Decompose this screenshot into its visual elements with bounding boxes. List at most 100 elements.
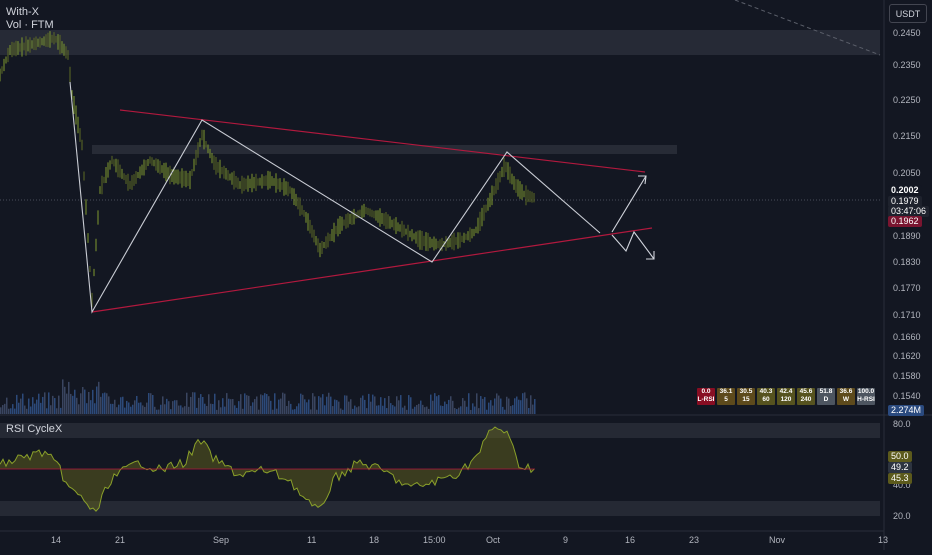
- volume-bar: [406, 409, 408, 414]
- volume-bar: [90, 400, 92, 414]
- rsi-mid-tag: 49.2: [888, 462, 912, 473]
- rsi-cell-value: 100.0: [857, 388, 875, 395]
- volume-bar: [472, 403, 474, 414]
- volume-bar: [32, 397, 34, 414]
- volume-bar: [370, 401, 372, 414]
- volume-bar: [302, 394, 304, 414]
- volume-bar: [402, 407, 404, 414]
- volume-bar: [154, 406, 156, 414]
- volume-bar: [128, 402, 130, 414]
- volume-bar: [254, 399, 256, 414]
- volume-bar: [510, 406, 512, 414]
- volume-bar: [198, 397, 200, 414]
- volume-bar: [466, 406, 468, 414]
- volume-bar: [2, 405, 4, 414]
- volume-bar: [362, 395, 364, 414]
- projection-up-path: [611, 175, 647, 233]
- volume-bar: [298, 403, 300, 414]
- volume-bar: [210, 403, 212, 414]
- rsi-tick: 40.0: [893, 480, 911, 490]
- volume-bar: [256, 396, 258, 414]
- volume-bar: [242, 408, 244, 414]
- volume-bar: [150, 393, 152, 414]
- volume-bar: [504, 409, 506, 414]
- volume-bar: [76, 397, 78, 414]
- volume-bar: [10, 408, 12, 414]
- volume-bar: [46, 408, 48, 414]
- volume-bar: [12, 404, 14, 414]
- volume-bar: [484, 397, 486, 414]
- volume-bar: [358, 406, 360, 414]
- volume-bar: [474, 406, 476, 414]
- volume-bar: [212, 404, 214, 414]
- volume-bar: [348, 401, 350, 414]
- volume-bar: [270, 400, 272, 414]
- volume-bar: [398, 400, 400, 414]
- rsi-cell-label: 5: [724, 396, 728, 403]
- volume-bar: [44, 392, 46, 414]
- price-tick: 0.1660: [893, 332, 921, 342]
- volume-bar: [490, 400, 492, 414]
- time-label: 23: [689, 535, 700, 545]
- rsi-cell-value: 51.8: [819, 388, 833, 395]
- volume-bar: [284, 393, 286, 414]
- volume-bar: [240, 394, 242, 414]
- volume-bar: [422, 404, 424, 414]
- volume-bar: [248, 395, 250, 414]
- currency-button[interactable]: USDT: [889, 4, 927, 23]
- rsi-table-cell: 100.0 H-RSI: [857, 388, 875, 405]
- low-line-tag: 0.1962: [888, 216, 922, 227]
- volume-bar: [290, 403, 292, 414]
- volume-bar: [416, 404, 418, 414]
- volume-bar: [392, 405, 394, 414]
- volume-bar: [42, 396, 44, 414]
- price-tick: 0.1830: [893, 257, 921, 267]
- volume-bar: [4, 403, 6, 414]
- volume-bar: [216, 409, 218, 414]
- volume-bar: [188, 406, 190, 414]
- rsi-table-cell: 45.6 240: [797, 388, 815, 405]
- volume-bar: [152, 395, 154, 414]
- volume-bar: [372, 394, 374, 414]
- rsi-table-cell: 36.6 W: [837, 388, 855, 405]
- resistance-zone-top: [0, 30, 880, 55]
- volume-bar: [482, 398, 484, 414]
- volume-bar: [430, 394, 432, 414]
- volume-bar: [68, 381, 70, 414]
- volume-bar: [192, 392, 194, 414]
- volume-bar: [518, 399, 520, 414]
- volume-bar: [468, 393, 470, 414]
- volume-bar: [514, 398, 516, 414]
- rsi-table-cell: 40.3 60: [757, 388, 775, 405]
- volume-bar: [78, 404, 80, 414]
- volume-bar: [488, 402, 490, 414]
- volume-bar: [274, 393, 276, 414]
- rsi-table-cell: 42.4 120: [777, 388, 795, 405]
- rsi-lower-band: [0, 501, 880, 516]
- volume-bar: [194, 392, 196, 414]
- volume-bar: [306, 402, 308, 414]
- price-tick: 0.1890: [893, 231, 921, 241]
- volume-bar: [156, 409, 158, 414]
- volume-bar: [324, 405, 326, 414]
- countdown-tag: 03:47:06: [888, 206, 930, 217]
- volume-bar: [378, 405, 380, 414]
- volume-bar: [38, 393, 40, 414]
- rsi-tick: 20.0: [893, 511, 911, 521]
- volume-bar: [288, 400, 290, 414]
- volume-bar: [18, 402, 20, 414]
- lower-trend-line: [91, 227, 653, 313]
- volume-bar: [26, 408, 28, 414]
- rsi-cell-value: 45.6: [799, 388, 813, 395]
- volume-bar: [222, 398, 224, 414]
- volume-bar: [16, 394, 18, 414]
- volume-bar: [516, 396, 518, 414]
- volume-bar: [96, 386, 98, 414]
- volume-bar: [374, 396, 376, 414]
- volume-bar: [98, 381, 100, 414]
- volume-bar: [452, 400, 454, 414]
- volume-bar: [24, 405, 26, 414]
- volume-bar: [268, 396, 270, 414]
